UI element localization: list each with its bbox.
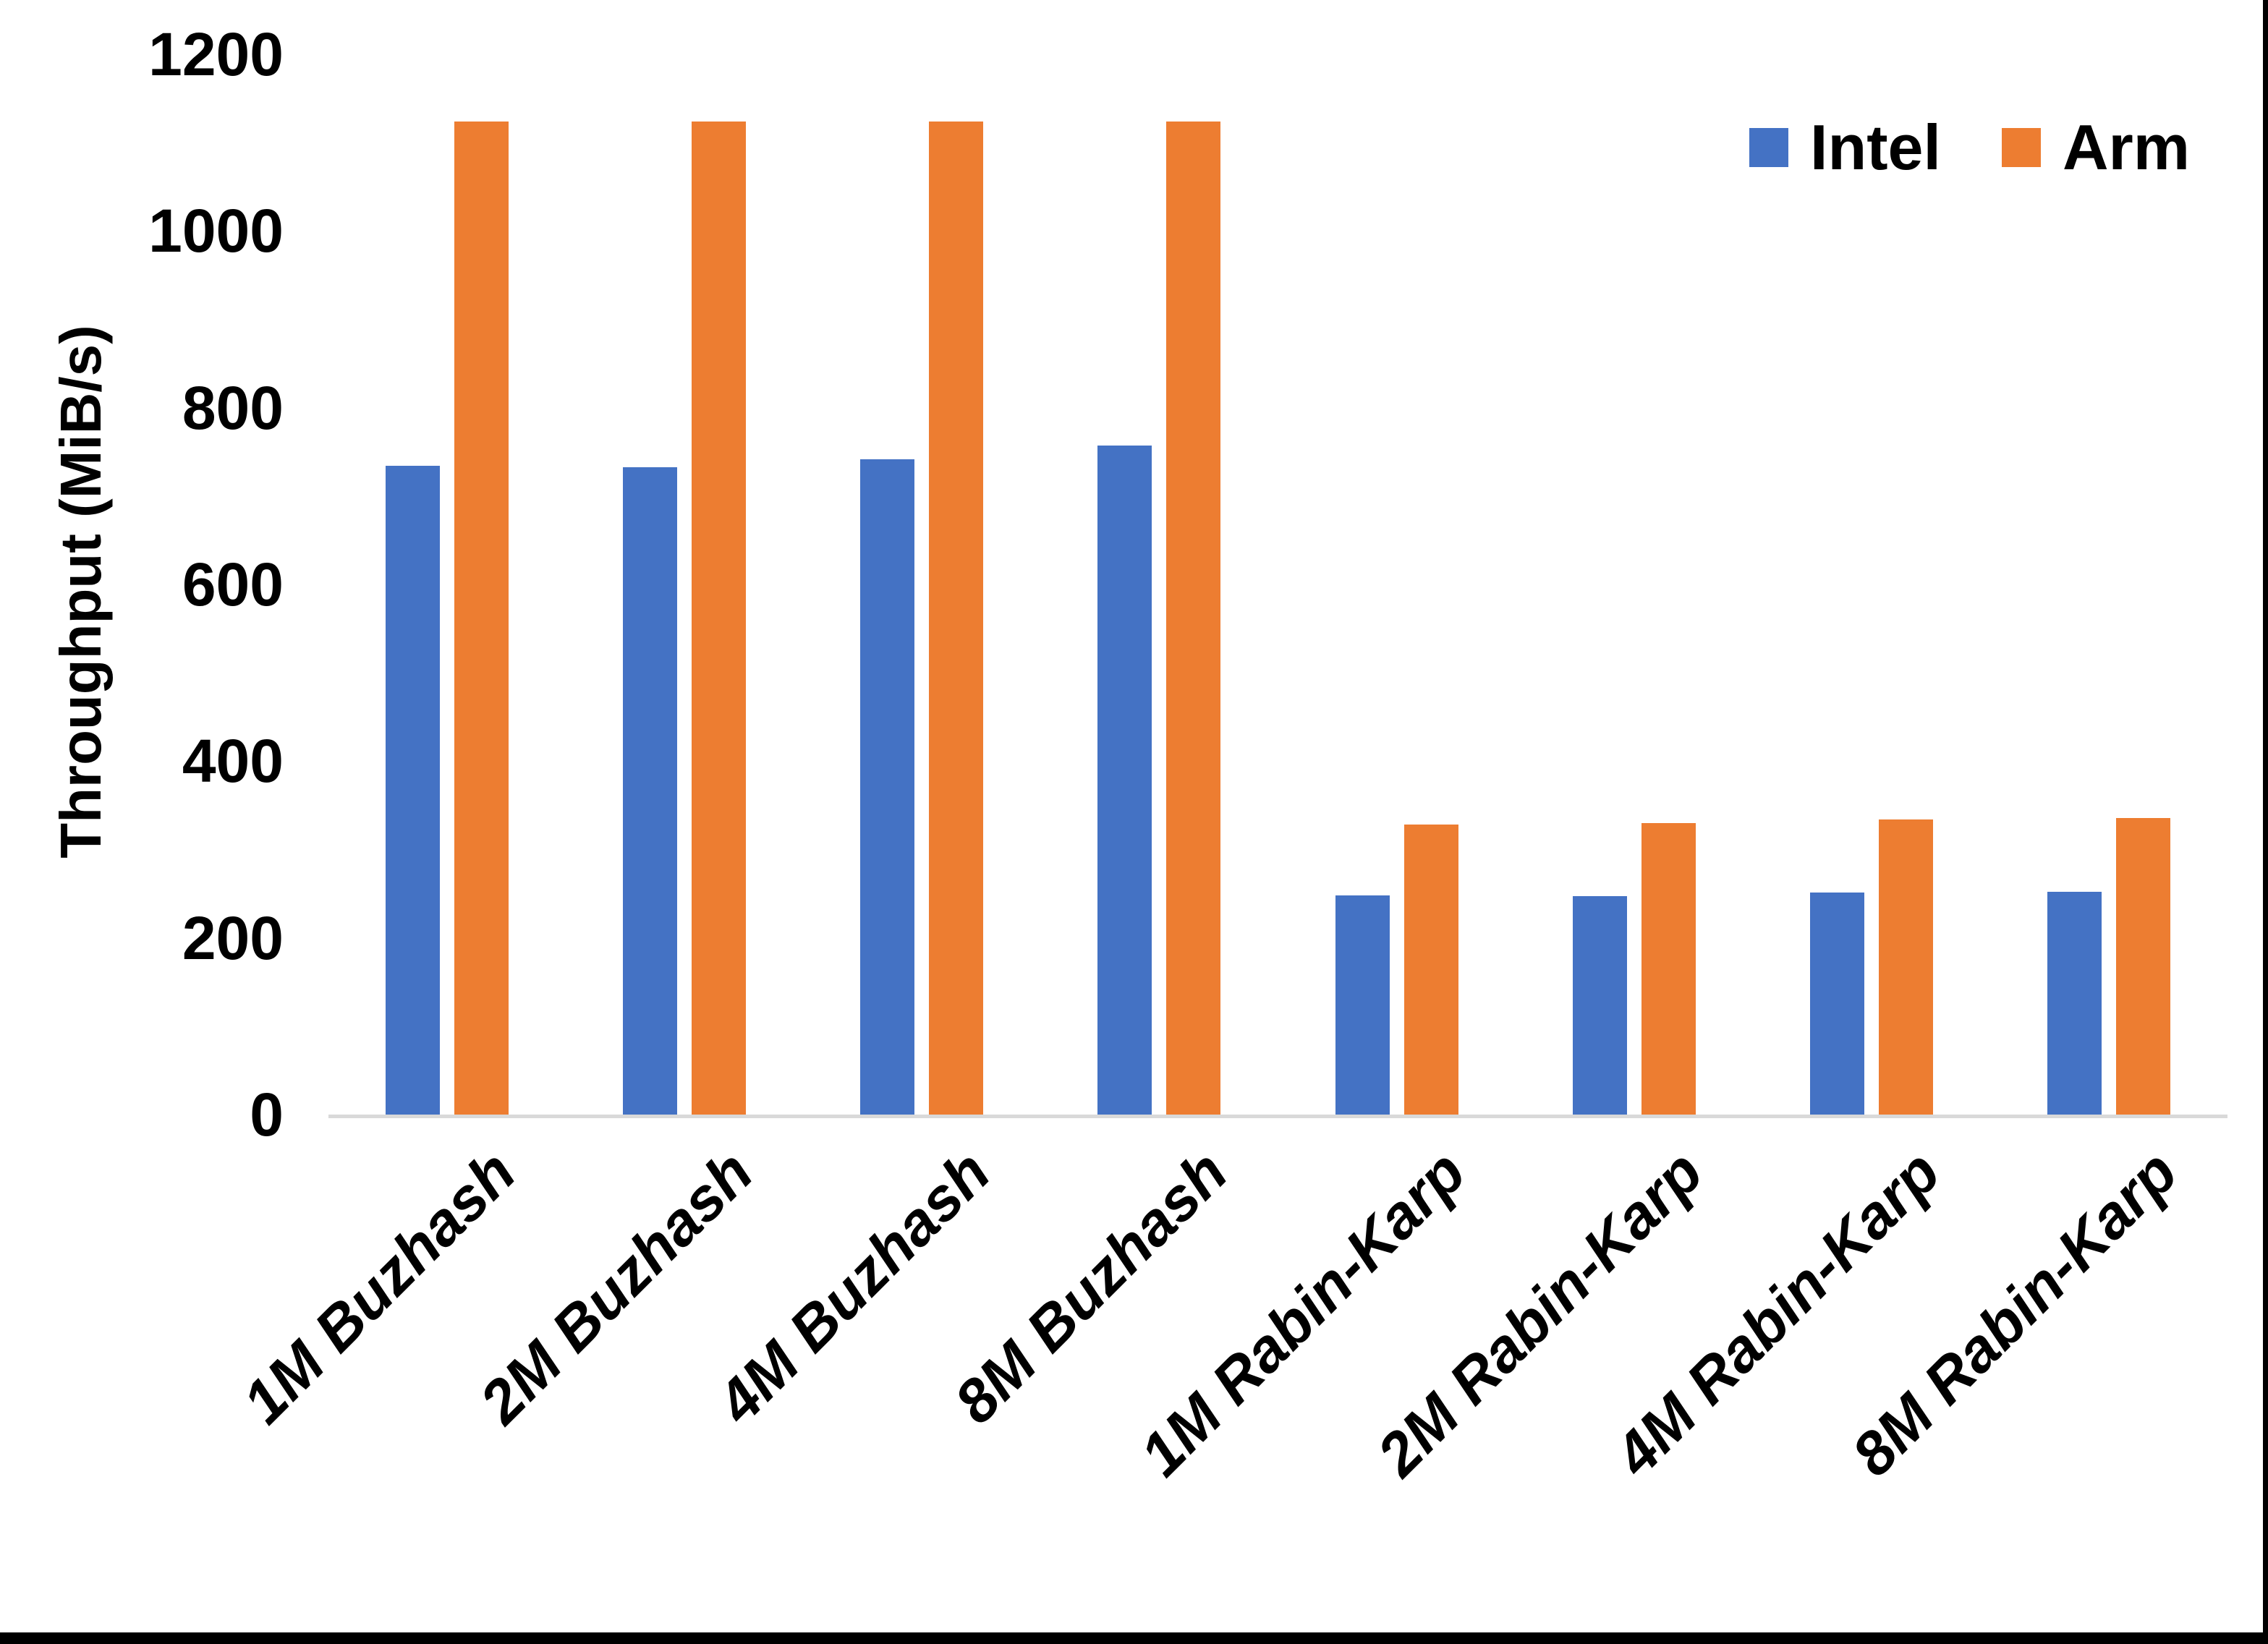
bar-arm-2m-buzhash	[692, 121, 747, 1115]
y-tick-label-1200: 1200	[148, 20, 284, 88]
y-tick-label-600: 600	[182, 550, 284, 618]
legend: Intel Arm	[1749, 113, 2190, 182]
bar-intel-8m-buzhash	[1097, 446, 1152, 1115]
legend-swatch-arm	[2001, 128, 2041, 167]
bar-intel-1m-rabin-karp	[1335, 895, 1390, 1115]
y-tick-label-400: 400	[182, 727, 284, 796]
y-tick-label-800: 800	[182, 373, 284, 442]
bar-arm-8m-buzhash	[1166, 121, 1221, 1115]
y-tick-label-200: 200	[182, 903, 284, 972]
bar-arm-1m-buzhash	[454, 121, 509, 1115]
bottom-border-strip	[0, 1632, 2268, 1644]
y-axis-title: Throughput (MiB/s)	[48, 325, 113, 859]
bar-arm-4m-rabin-karp	[1878, 819, 1933, 1115]
legend-label-intel: Intel	[1810, 111, 1941, 183]
x-axis-line	[328, 1115, 2227, 1118]
bar-arm-1m-rabin-karp	[1403, 825, 1458, 1115]
legend-item-arm: Arm	[2001, 111, 2190, 183]
bar-intel-2m-rabin-karp	[1572, 896, 1627, 1115]
bar-intel-2m-buzhash	[623, 467, 678, 1115]
legend-swatch-intel	[1749, 128, 1789, 167]
bar-intel-4m-rabin-karp	[1809, 893, 1864, 1115]
bar-intel-8m-rabin-karp	[2047, 892, 2102, 1115]
right-border-strip	[2263, 0, 2268, 1644]
legend-label-arm: Arm	[2062, 111, 2190, 183]
bar-intel-4m-buzhash	[860, 459, 915, 1115]
y-tick-label-0: 0	[250, 1081, 284, 1149]
bar-intel-1m-buzhash	[386, 466, 441, 1115]
bar-arm-4m-buzhash	[929, 121, 984, 1115]
bar-arm-2m-rabin-karp	[1641, 822, 1696, 1115]
legend-item-intel: Intel	[1749, 113, 1941, 182]
y-tick-label-1000: 1000	[148, 197, 284, 265]
bar-arm-8m-rabin-karp	[2115, 817, 2170, 1115]
